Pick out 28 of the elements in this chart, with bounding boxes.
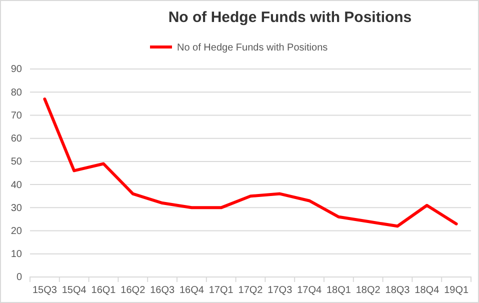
x-tick-label: 17Q3 (268, 285, 293, 296)
y-tick-label: 50 (10, 156, 22, 168)
line-series (43, 98, 458, 228)
x-tick-label: 17Q2 (238, 285, 264, 296)
x-tick-label: 15Q3 (32, 285, 58, 296)
y-tick-label: 60 (10, 134, 22, 145)
x-tick-label: 18Q3 (385, 285, 410, 296)
x-tick-label: 16Q3 (150, 285, 175, 296)
x-tick-label: 16Q4 (179, 285, 204, 296)
y-tick-label: 80 (10, 87, 22, 98)
y-tick-label: 0 (16, 272, 22, 284)
x-tick-label: 16Q1 (91, 285, 116, 296)
y-tick-label: 10 (10, 249, 22, 260)
x-tick-label: 15Q4 (62, 285, 87, 296)
chart-title: No of Hedge Funds with Positions (168, 9, 412, 26)
x-tick-label: 17Q1 (208, 285, 234, 296)
y-tick-label: 40 (10, 180, 22, 191)
y-tick-label: 20 (10, 226, 22, 237)
x-tick-label: 18Q2 (356, 285, 381, 296)
x-tick-label: 18Q1 (326, 285, 352, 296)
y-tick-label: 70 (10, 110, 22, 122)
y-tick-label: 90 (10, 64, 22, 76)
legend-label: No of Hedge Funds with Positions (177, 42, 328, 54)
x-tick-label: 17Q4 (297, 285, 322, 296)
x-tick-label: 16Q2 (120, 285, 146, 296)
y-tick-label: 30 (10, 202, 22, 214)
x-tick-label: 18Q4 (414, 285, 440, 296)
x-tick-label: 19Q1 (444, 285, 469, 296)
